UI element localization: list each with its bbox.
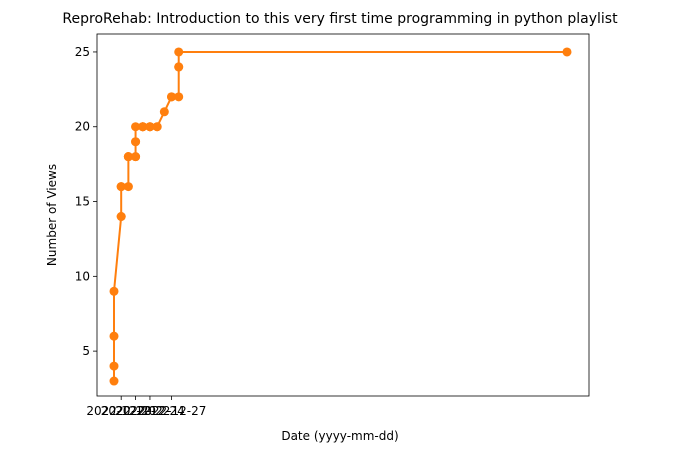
- data-point: [109, 376, 119, 386]
- data-point: [109, 361, 119, 371]
- data-point: [109, 286, 119, 296]
- x-axis-label: Date (yyyy-mm-dd): [281, 429, 398, 443]
- y-tick-label: 5: [82, 344, 90, 358]
- data-point: [167, 92, 177, 102]
- data-point: [131, 152, 141, 162]
- data-point: [116, 211, 126, 221]
- data-point: [116, 182, 126, 192]
- data-point: [131, 122, 141, 132]
- data-point: [159, 107, 169, 117]
- x-tick-label: 2022-12-20: [86, 404, 156, 418]
- data-point: [123, 182, 133, 192]
- x-tick-label: 2022-12-24: [115, 404, 185, 418]
- data-point: [131, 137, 141, 147]
- x-tick-label: 2022-12-22: [101, 404, 171, 418]
- y-tick-label: 25: [75, 45, 90, 59]
- series-layer: [109, 47, 572, 386]
- data-point: [562, 47, 572, 57]
- y-axis: 5 10 15 20 25: [75, 45, 97, 358]
- y-tick-label: 20: [75, 120, 90, 134]
- y-tick-label: 10: [75, 269, 90, 283]
- series-line: [113, 50, 567, 382]
- data-point: [138, 122, 148, 132]
- x-tick-label: 2022-12-27: [137, 404, 207, 418]
- chart-title: ReproRehab: Introduction to this very fi…: [62, 11, 618, 27]
- plot-area-frame: [96, 33, 590, 397]
- data-point: [145, 122, 155, 132]
- data-point: [174, 62, 184, 72]
- y-tick-label: 15: [75, 195, 90, 209]
- data-point: [174, 47, 184, 57]
- y-axis-label: Number of Views: [45, 164, 59, 266]
- data-point: [152, 122, 162, 132]
- data-point: [123, 152, 133, 162]
- data-point: [174, 92, 184, 102]
- data-point: [109, 331, 119, 341]
